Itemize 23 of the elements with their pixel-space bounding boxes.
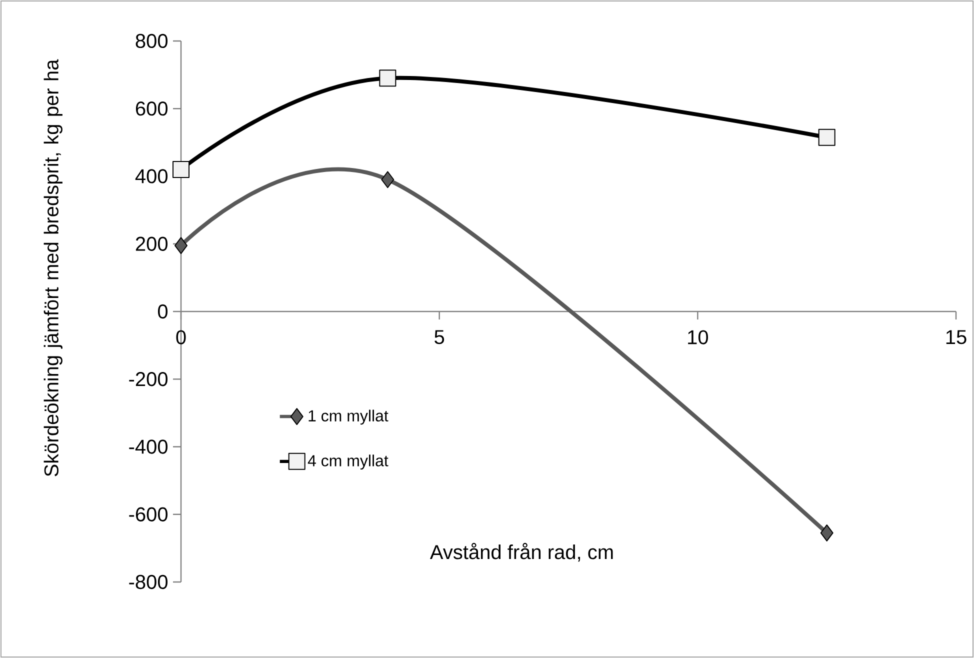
y-tick-label: -200 [129, 372, 168, 386]
point [820, 524, 834, 542]
legend-label: 4 cm myllat [308, 454, 388, 470]
x-tick-label: 5 [434, 330, 444, 344]
y-tick-label: 0 [158, 304, 168, 319]
y-tick-label: 600 [136, 102, 168, 116]
x-tick-label: 10 [688, 330, 708, 344]
y-tick-label: -400 [129, 440, 168, 454]
y-tick-label: 800 [136, 34, 168, 48]
point [174, 237, 188, 254]
y-tick-label: 200 [136, 236, 168, 251]
x-tick-label: 0 [176, 330, 186, 344]
x-tick-label: 15 [946, 330, 966, 344]
point [818, 128, 836, 146]
y-tick-label: -600 [129, 507, 168, 522]
y-axis-title: Skördeökning jämfört med bredsprit, kg per ha [44, 59, 62, 476]
point [379, 70, 396, 87]
x-axis-title: Avstånd från rad, cm [430, 542, 613, 562]
y-tick-label: 400 [135, 169, 168, 184]
y-tick-label: -800 [129, 574, 168, 590]
legend-label: 1 cm myllat [308, 410, 388, 425]
point [381, 171, 394, 188]
point [172, 160, 190, 178]
